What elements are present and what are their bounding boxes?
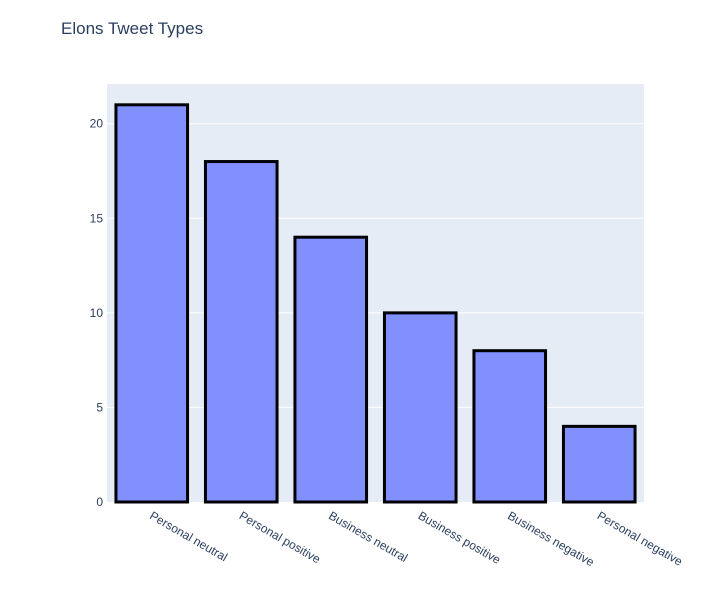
chart-title: Elons Tweet Types bbox=[61, 19, 203, 38]
y-tick-label: 15 bbox=[90, 211, 104, 225]
x-tick-label: Business negative bbox=[505, 508, 597, 569]
bar bbox=[561, 424, 637, 504]
x-tick-label: Personal positive bbox=[237, 508, 323, 566]
x-tick-label: Personal neutral bbox=[147, 508, 230, 564]
y-tick-label: 10 bbox=[90, 306, 104, 320]
plot-area bbox=[107, 84, 644, 502]
y-tick-label: 5 bbox=[96, 400, 103, 414]
bar bbox=[293, 235, 369, 504]
bars bbox=[114, 103, 637, 504]
gridlines bbox=[107, 123, 644, 408]
bar bbox=[114, 103, 190, 504]
y-tick-label: 20 bbox=[90, 117, 104, 131]
x-tick-label: Business positive bbox=[416, 508, 504, 567]
x-tick-label: Personal negative bbox=[595, 508, 685, 568]
bar bbox=[472, 349, 548, 504]
y-tick-label: 0 bbox=[96, 495, 103, 509]
x-axis: Personal neutral Personal positive Busines… bbox=[147, 508, 685, 569]
y-axis: 0 5 10 15 20 bbox=[90, 117, 104, 509]
x-tick-label: Business neutral bbox=[326, 508, 410, 564]
bar bbox=[203, 160, 279, 504]
bar bbox=[382, 311, 458, 504]
